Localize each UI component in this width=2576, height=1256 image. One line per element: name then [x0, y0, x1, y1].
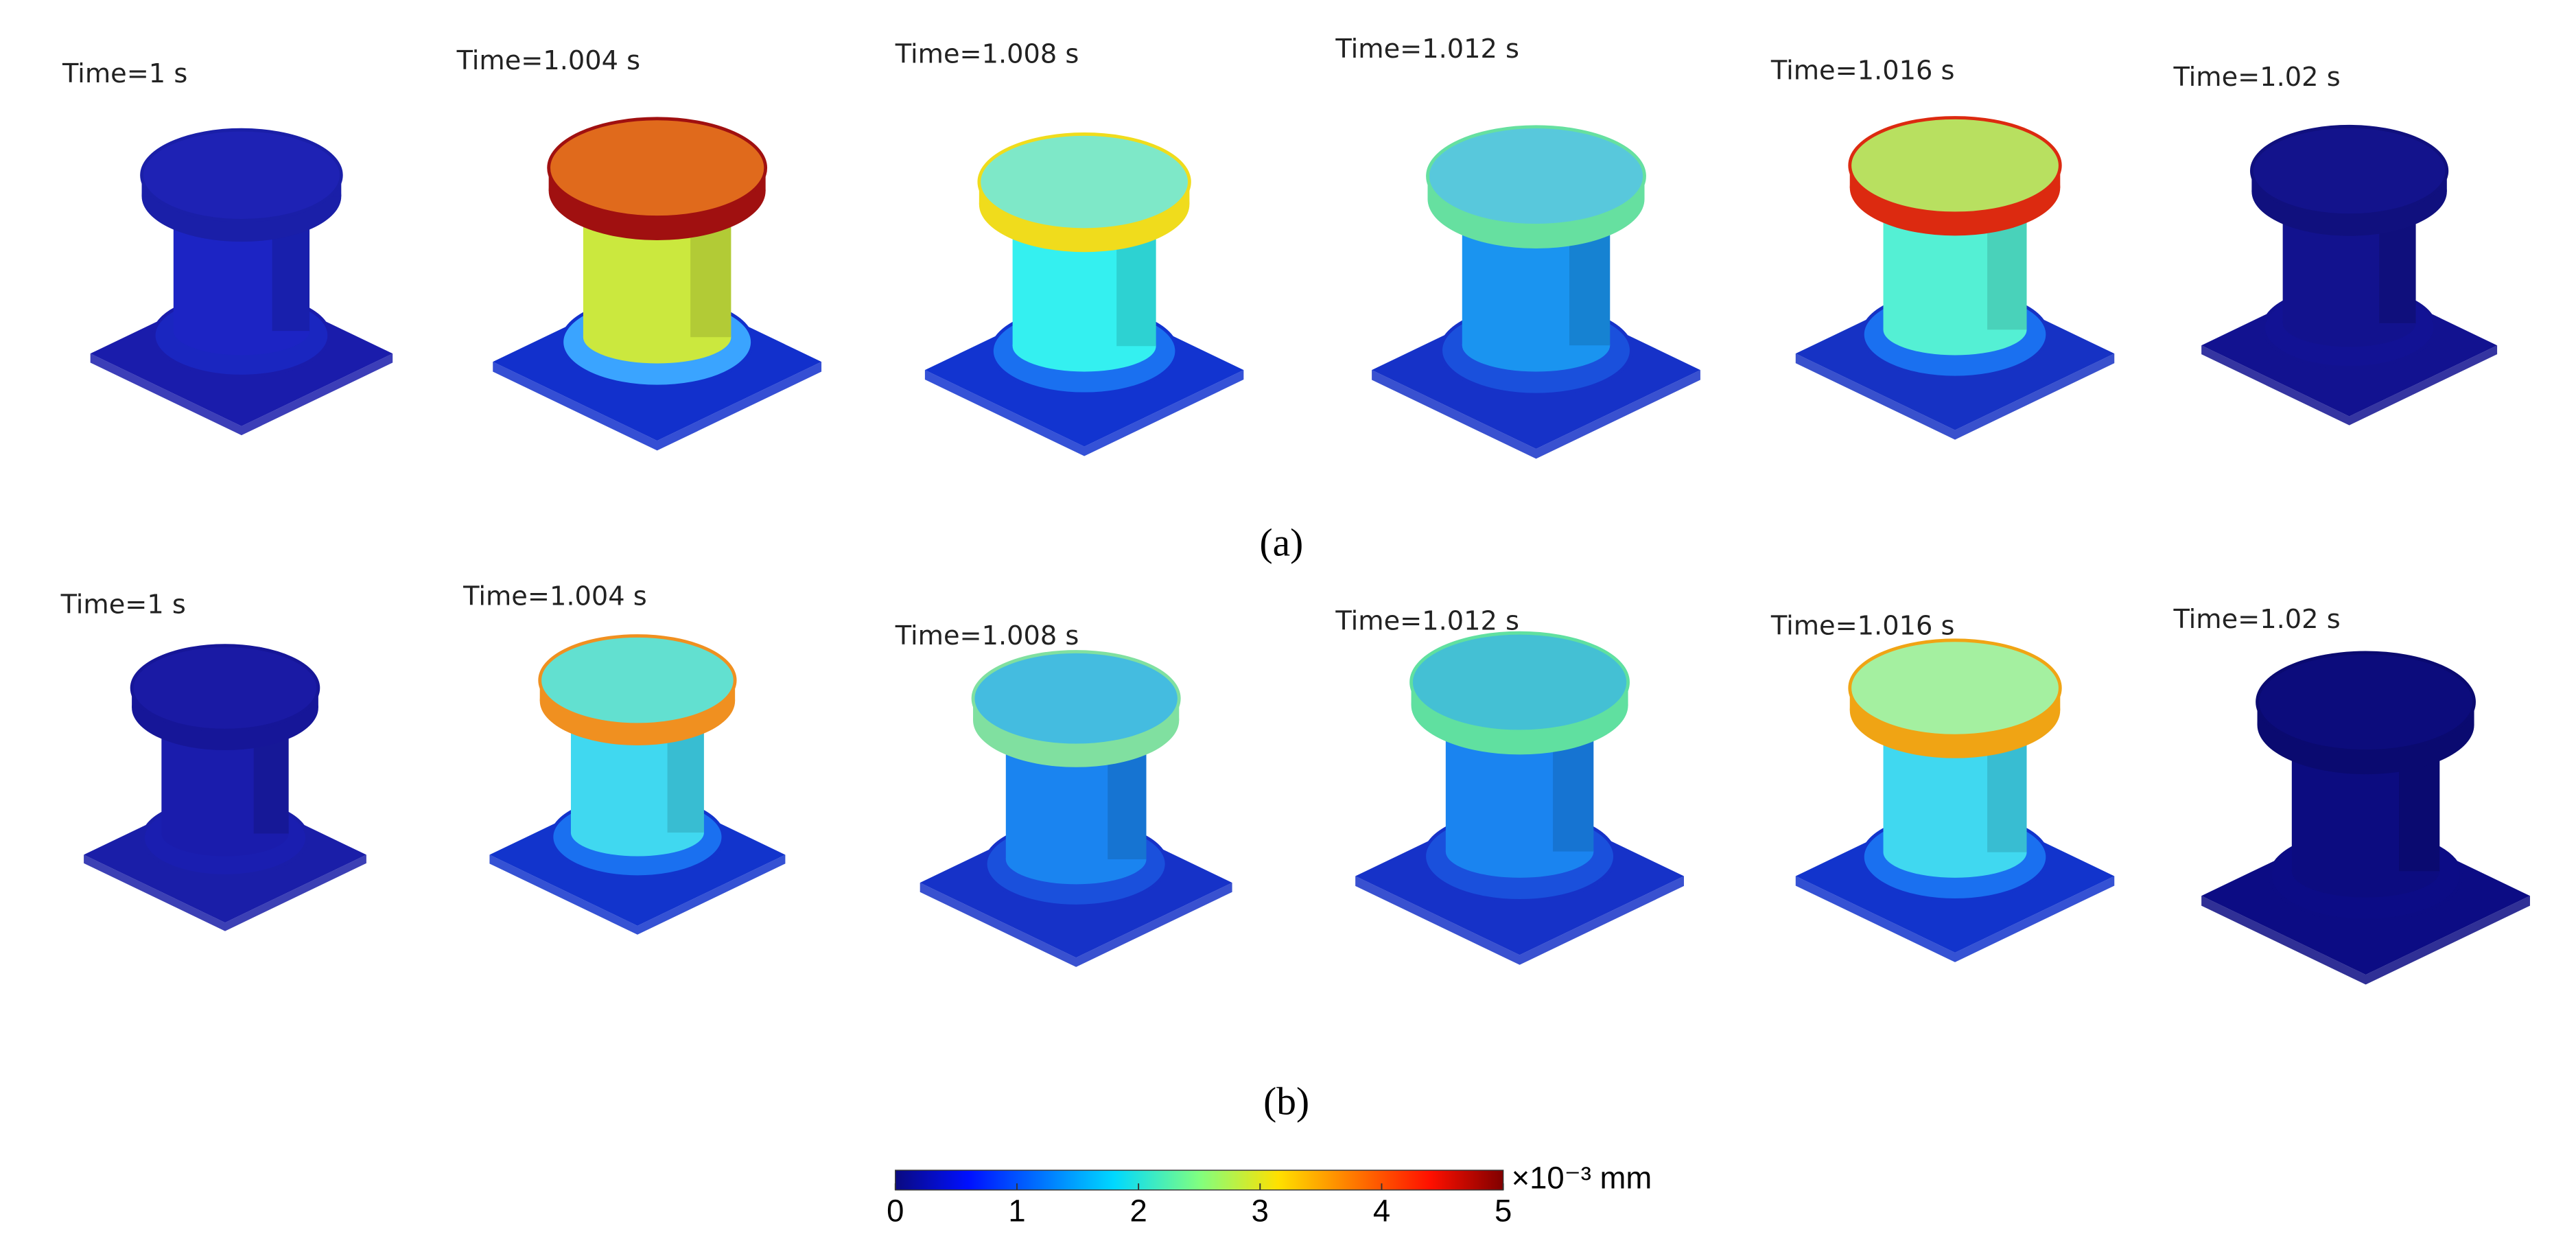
cap-top [2256, 651, 2476, 753]
colorbar-tick-label: 0 [887, 1193, 904, 1228]
pillar-panel [920, 650, 1232, 967]
time-label: Time=1.02 s [2173, 604, 2340, 635]
time-label: Time=1.016 s [1770, 55, 1955, 86]
time-label: Time=1.012 s [1335, 605, 1519, 636]
cap-top [1848, 638, 2062, 738]
pillar-panel [1372, 125, 1700, 459]
time-label: Time=1 s [60, 589, 186, 620]
cap-top [2250, 124, 2449, 217]
cap-top [547, 117, 768, 219]
colorbar-tick-label: 2 [1129, 1193, 1147, 1228]
pillar-panel [493, 117, 822, 451]
pillar-panel [2201, 124, 2498, 426]
colorbar-tick-label: 4 [1373, 1193, 1390, 1228]
time-label: Time=1.016 s [1770, 611, 1955, 642]
colorbar-tick-label: 1 [1008, 1193, 1025, 1228]
colorbar-tick-label: 5 [1495, 1193, 1512, 1228]
pillar-panel [1355, 631, 1684, 965]
pillar-panel [1795, 638, 2115, 962]
time-label: Time=1 s [62, 58, 187, 89]
cap-top [538, 634, 737, 727]
cap-top [1409, 631, 1630, 734]
pillar-panel [1795, 116, 2115, 440]
cap-top [971, 650, 1181, 747]
time-label: Time=1.008 s [895, 38, 1079, 69]
cap-top [1426, 125, 1646, 227]
pillar-panel [489, 634, 786, 935]
time-label: Time=1.004 s [456, 45, 641, 76]
pillar-panel [84, 644, 366, 931]
caption-a: (a) [1260, 522, 1304, 565]
colorbar [895, 1170, 1504, 1191]
time-label: Time=1.004 s [462, 581, 647, 612]
cap-top [130, 644, 320, 732]
pillar-panel [924, 132, 1244, 456]
caption-b: (b) [1263, 1080, 1309, 1124]
cap-top [1848, 116, 2062, 216]
time-label: Time=1.012 s [1335, 34, 1519, 65]
colorbar-tick-label: 3 [1252, 1193, 1269, 1228]
time-label: Time=1.02 s [2173, 62, 2340, 93]
pillar-panel [2201, 651, 2530, 985]
cap-top [977, 132, 1191, 232]
pillar-panel [90, 128, 393, 436]
time-label: Time=1.008 s [895, 620, 1079, 651]
colorbar-unit: ×10⁻³ mm [1512, 1160, 1652, 1195]
cap-top [140, 128, 343, 222]
